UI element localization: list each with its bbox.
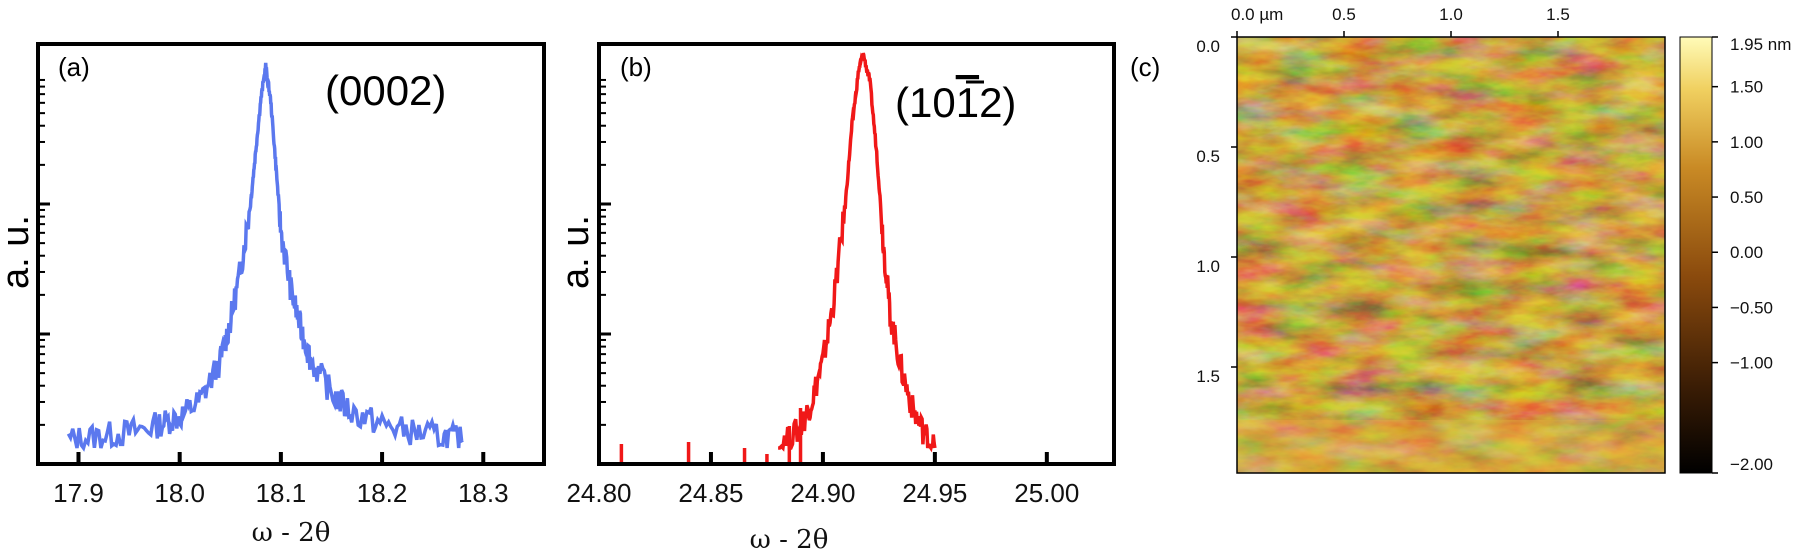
a-x-tick-label: 18.2 [357, 478, 408, 508]
colorbar-tick-label: 1.95 nm [1730, 35, 1791, 54]
a-x-tick-label: 17.9 [53, 478, 104, 508]
afm-y-ticks: 0.0 0.5 1.0 1.5 [1196, 36, 1237, 386]
panel-b: 24.80 24.85 24.90 24.95 25.00 (b) (1012) a. … [555, 42, 1116, 551]
afm-x-tick-label: 0.0 µm [1231, 5, 1283, 24]
colorbar-tick-label: 0.50 [1730, 188, 1763, 207]
panel-a-y-axis-label: a. u. [0, 215, 37, 289]
b-x-tick-label: 24.80 [566, 478, 631, 508]
panel-c: (c) 0.0 µm 0.5 1.0 1.5 0.0 0.5 1.0 1.5 1.95 nm… [1130, 5, 1791, 474]
panel-b-baseline-noise [619, 408, 803, 462]
afm-y-tick-label: 1.5 [1196, 367, 1220, 386]
b-x-tick-label: 24.90 [790, 478, 855, 508]
afm-height-map [1237, 37, 1665, 473]
panel-b-peak-label-start: (10 [895, 79, 956, 126]
colorbar-tick-label: 1.00 [1730, 133, 1763, 152]
panel-b-y-ticks [599, 78, 611, 466]
afm-x-tick-label: 1.0 [1439, 5, 1463, 24]
b-x-tick-label: 24.95 [902, 478, 967, 508]
panel-b-series-line [778, 52, 937, 453]
colorbar-tick-label: −1.00 [1730, 354, 1773, 373]
colorbar-tick-label: 0.00 [1730, 243, 1763, 262]
afm-y-tick-label: 0.0 [1196, 37, 1220, 56]
panel-b-x-ticks: 24.80 24.85 24.90 24.95 25.00 [566, 452, 1079, 508]
panel-a-x-ticks: 17.9 18.0 18.1 18.2 18.3 [53, 452, 509, 508]
afm-x-tick-label: 0.5 [1332, 5, 1356, 24]
panel-b-peak-label-end: 2) [979, 79, 1016, 126]
a-x-tick-label: 18.3 [458, 478, 509, 508]
panel-a-peak-label: (0002) [325, 67, 446, 114]
a-x-tick-label: 18.0 [154, 478, 205, 508]
panel-b-frame [597, 42, 1116, 466]
afm-y-tick-label: 1.0 [1196, 257, 1220, 276]
b-x-tick-label: 25.00 [1014, 478, 1079, 508]
panel-c-label: (c) [1130, 52, 1160, 82]
panel-a-frame [36, 42, 546, 466]
panel-b-label: (b) [620, 52, 652, 82]
colorbar-tick-label: 1.50 [1730, 78, 1763, 97]
panel-a-y-ticks [38, 78, 50, 466]
afm-y-tick-label: 0.5 [1196, 147, 1220, 166]
panel-a-series-line [66, 62, 464, 452]
a-x-tick-label: 18.1 [256, 478, 307, 508]
colorbar-tick-label: −0.50 [1730, 298, 1773, 317]
panel-b-peak-label-bar-digit: 1 [956, 79, 979, 126]
afm-x-ticks: 0.0 µm 0.5 1.0 1.5 [1231, 5, 1570, 37]
panel-b-x-axis-label: ω - 2θ [750, 525, 829, 551]
panel-a-x-axis-label: ω - 2θ [252, 518, 331, 548]
panel-a-label: (a) [58, 52, 90, 82]
panel-b-y-axis-label: a. u. [555, 215, 597, 289]
panel-b-peak-label: (1012) [895, 79, 1016, 126]
panel-a: 17.9 18.0 18.1 18.2 18.3 (a) (0002) a. u. ω … [0, 42, 546, 548]
colorbar-tick-label: −2.00 [1730, 455, 1773, 474]
b-x-tick-label: 24.85 [678, 478, 743, 508]
afm-colorbar-ticks: 1.95 nm 1.50 1.00 0.50 0.00 −0.50 −1.00 −2.00 [1712, 35, 1791, 474]
afm-x-tick-label: 1.5 [1546, 5, 1570, 24]
afm-colorbar [1679, 36, 1713, 474]
